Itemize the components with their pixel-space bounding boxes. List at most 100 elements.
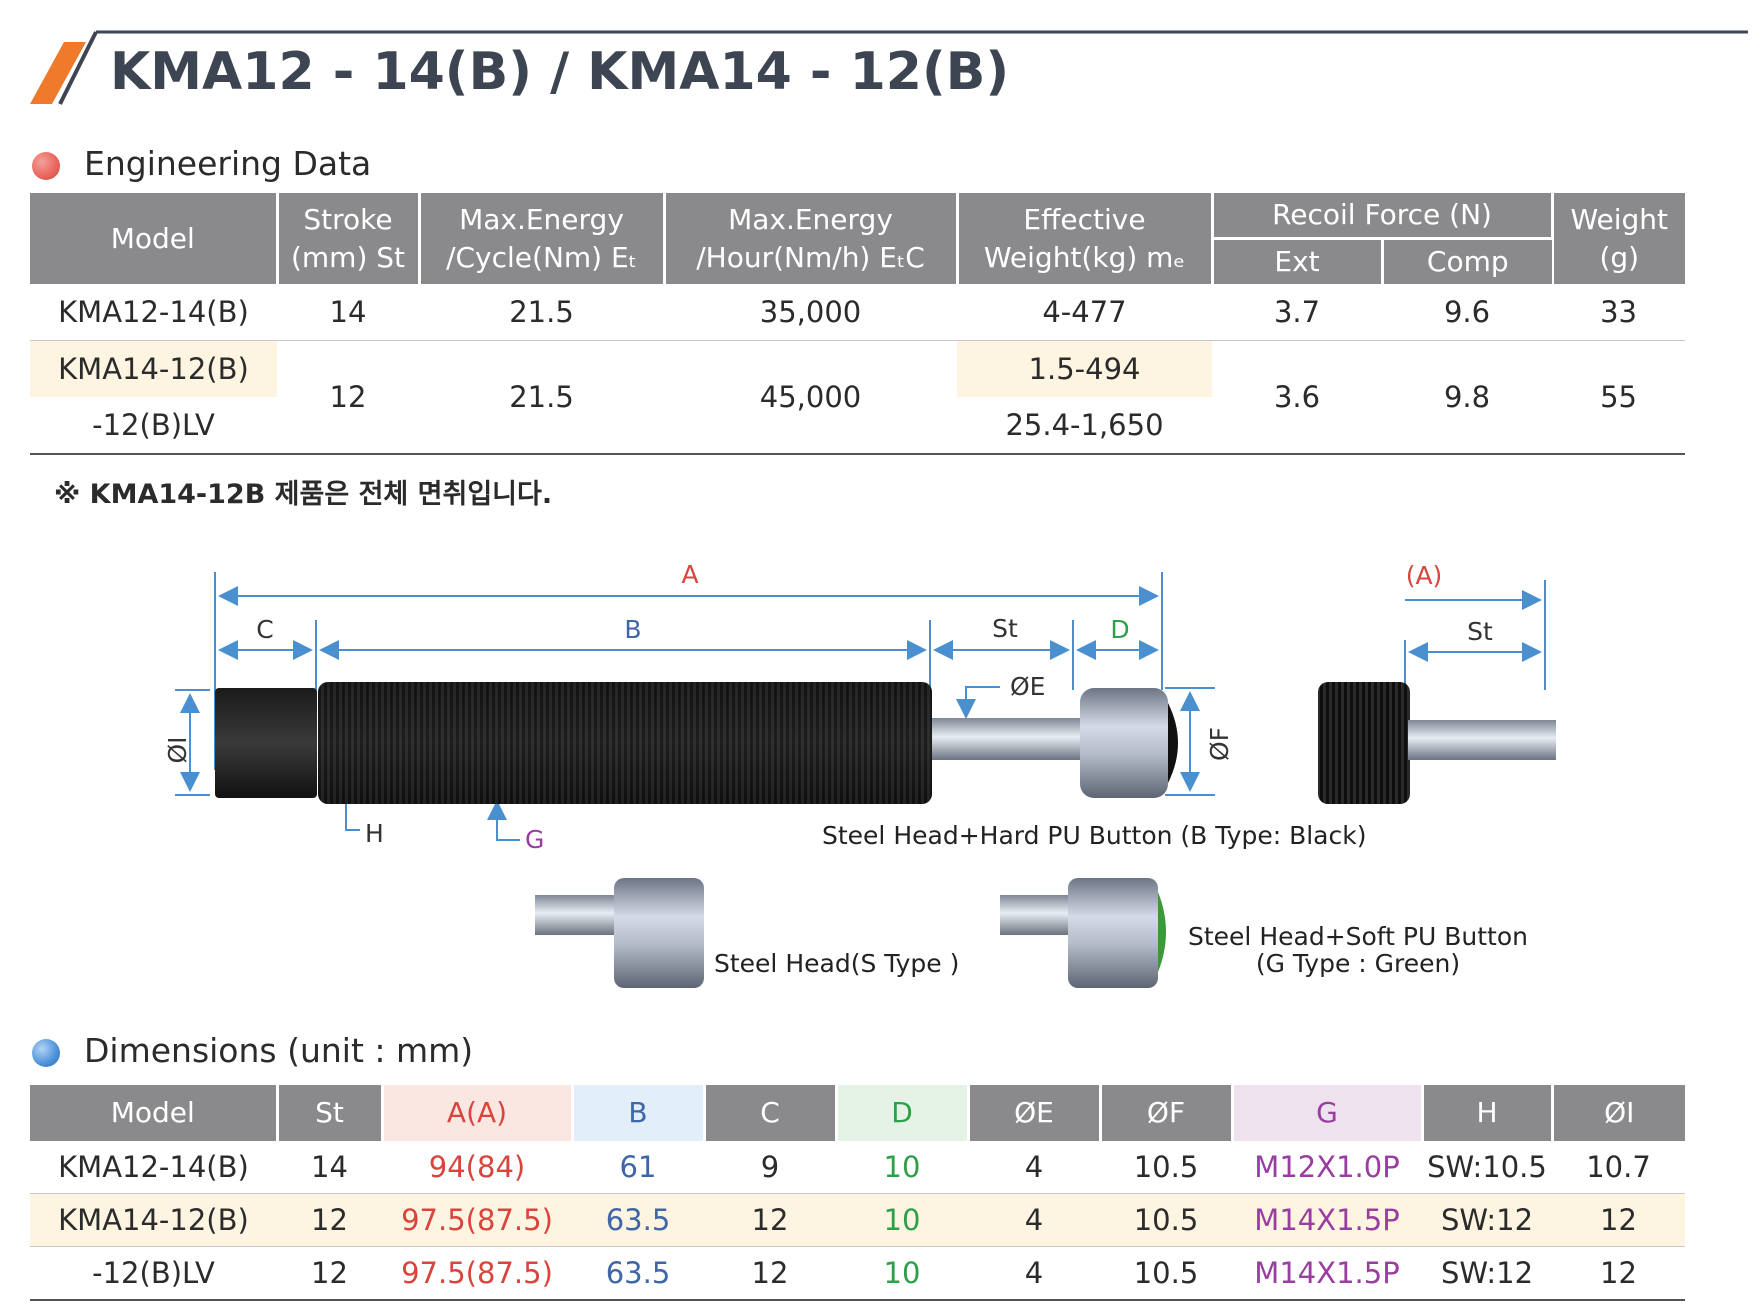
steel-head [1080,688,1168,798]
col-comp: Comp [1382,238,1553,284]
col-b: B [572,1085,706,1141]
dimension-lines [175,572,1546,841]
label-a-paren: (A) [1406,561,1443,590]
black-pu-button [1168,703,1178,783]
col-st: St [277,1085,384,1141]
cell-model: KMA14-12(B) [58,1203,249,1237]
label-h: H [365,819,384,848]
col-energy-hour: Max.Energy/Hour(Nm/h) EₜC [664,193,959,284]
cell-energy-hour: 45,000 [759,380,862,414]
cell-comp: 9.6 [1443,295,1491,329]
table-row: KMA12-14(B) 14 94(84) 61 9 10 4 10.5 M12… [30,1141,1685,1194]
orange-slash-icon [30,42,86,104]
col-ext: Ext [1212,238,1384,284]
title-decoration [30,30,1748,105]
g-type-head [1068,878,1158,988]
cell-b: 61 [619,1150,657,1184]
cell-energy-cycle: 21.5 [509,380,574,414]
cell-a: 94(84) [428,1150,526,1184]
label-c: C [256,615,273,644]
cell-h: SW:12 [1440,1203,1534,1237]
cell-stroke: 12 [329,380,367,414]
col-c: C [704,1085,838,1141]
cell-d: 10 [883,1203,921,1237]
cell-model: KMA14-12(B) [30,340,277,397]
cell-ext: 3.6 [1273,380,1321,414]
col-h: H [1422,1085,1554,1141]
cell-e: 4 [1024,1256,1044,1290]
cell-st: 12 [311,1256,348,1290]
col-e: ØE [968,1085,1102,1141]
table-row: KMA12-14(B) 14 21.5 35,000 4-477 3.7 9.6… [30,284,1686,341]
label-a: A [681,560,698,589]
cell-a: 97.5(87.5) [401,1256,553,1290]
cell-b: 63.5 [605,1256,671,1290]
cell-st: 14 [311,1150,348,1184]
col-d: D [836,1085,970,1141]
cell-g: M14X1.5P [1254,1203,1400,1237]
col-model: Model [30,193,279,284]
cell-model: KMA12-14(B) [58,295,249,329]
label-st-2: St [1467,617,1493,646]
col-weight: Weight (g) [1552,193,1686,284]
cell-weight: 55 [1600,380,1637,414]
label-e: ØE [1010,672,1045,701]
dimensions-table: Model St A(A) B C D ØE ØF G H ØI KMA12-1… [30,1085,1685,1301]
cell-e: 4 [1024,1203,1044,1237]
caption-b-type: Steel Head+Hard PU Button (B Type: Black… [822,821,1366,850]
col-recoil-force: Recoil Force (N) [1212,193,1554,240]
caption-s-type: Steel Head(S Type ) [714,949,959,978]
caption-g-type-1: Steel Head+Soft PU Button [1188,922,1528,951]
cell-st: 12 [311,1203,348,1237]
cell-model: KMA12-14(B) [58,1150,249,1184]
cell-eff-weight-lv: 25.4-1,650 [1005,408,1164,442]
cell-h: SW:10.5 [1427,1150,1547,1184]
cell-f: 10.5 [1133,1203,1199,1237]
threaded-body-end [1318,682,1410,804]
cell-i: 10.7 [1586,1150,1651,1184]
cell-model-lv: -12(B)LV [92,408,215,442]
label-i: ØI [163,736,192,763]
cell-c: 9 [760,1150,780,1184]
table-row: KMA14-12(B) 12 97.5(87.5) 63.5 12 10 4 1… [30,1193,1685,1247]
label-d: D [1110,615,1129,644]
cell-f: 10.5 [1133,1150,1199,1184]
label-f: ØF [1205,727,1234,761]
engineering-table: Model Stroke (mm) St Max.Energy/Cycle(Nm)… [30,193,1686,455]
cell-h: SW:12 [1440,1256,1534,1290]
s-type-rod [535,895,615,935]
col-i: ØI [1552,1085,1685,1141]
col-model: Model [30,1085,279,1141]
engineering-heading: Engineering Data [84,144,372,183]
cell-d: 10 [883,1150,921,1184]
col-a: A(A) [382,1085,574,1141]
shock-absorber-diagram: A C B St D ØE (A) St H G ØI ØF Steel Hea… [163,560,1556,988]
label-g: G [525,825,544,854]
page-title: KMA12 - 14(B) / KMA14 - 12(B) [110,42,1010,102]
cell-c: 12 [751,1256,789,1290]
cell-model: -12(B)LV [92,1256,215,1290]
cell-e: 4 [1024,1150,1044,1184]
cell-eff-weight: 1.5-494 [957,340,1212,397]
table-row: KMA14-12(B) 12 21.5 45,000 1.5-494 3.6 9… [30,340,1685,414]
col-energy-cycle: Max.Energy/Cycle(Nm) Eₜ [419,193,666,284]
cell-d: 10 [883,1256,921,1290]
cell-b: 63.5 [605,1203,671,1237]
g-type-rod [1000,895,1070,935]
cell-energy-hour: 35,000 [759,295,862,329]
piston-rod-end [1408,720,1556,760]
cell-eff-weight: 4-477 [1042,295,1127,329]
col-effective-weight: Effective Weight(kg) mₑ [957,193,1214,284]
cell-ext: 3.7 [1273,295,1321,329]
cell-comp: 9.8 [1443,380,1491,414]
product-note: ※ KMA14-12B 제품은 전체 면취입니다. [54,479,553,510]
red-bullet-icon [32,152,60,180]
cell-i: 12 [1600,1256,1637,1290]
table-row: -12(B)LV 12 97.5(87.5) 63.5 12 10 4 10.5… [30,1247,1685,1300]
cell-a: 97.5(87.5) [401,1203,553,1237]
cell-g: M12X1.0P [1254,1150,1400,1184]
label-st: St [992,614,1018,643]
cell-f: 10.5 [1133,1256,1199,1290]
cell-stroke: 14 [329,295,367,329]
piston-rod [932,718,1082,760]
